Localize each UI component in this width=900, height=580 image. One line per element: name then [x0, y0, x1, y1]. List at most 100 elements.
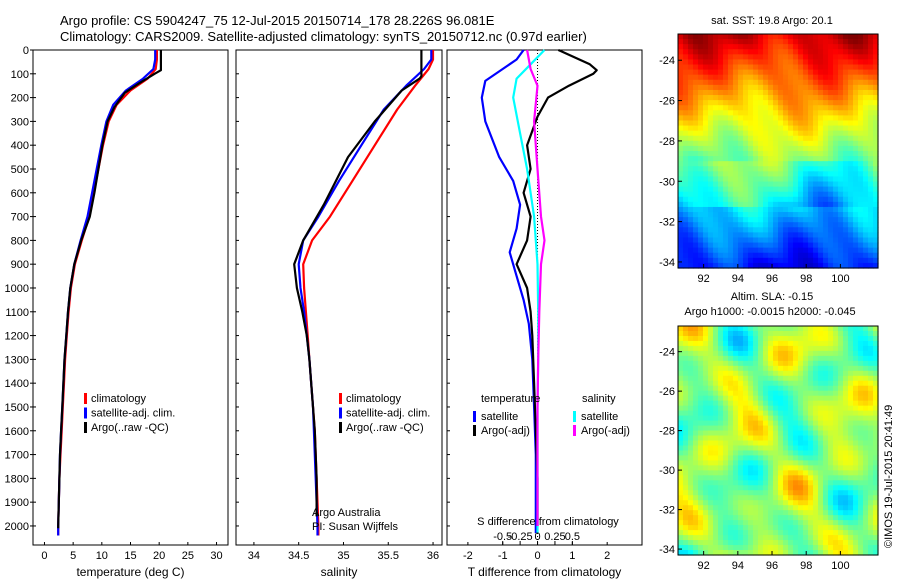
heatmap-cell — [683, 415, 689, 422]
heatmap-cell — [838, 44, 844, 50]
heatmap-cell — [688, 460, 694, 466]
heatmap-cell — [743, 545, 749, 551]
heatmap-cell — [728, 120, 734, 127]
heatmap-cell — [688, 125, 694, 132]
heatmap-cell — [688, 262, 694, 269]
heatmap-cell — [768, 520, 774, 526]
heatmap-cell — [803, 380, 809, 387]
heatmap-cell — [778, 380, 784, 387]
heatmap-cell — [768, 335, 774, 342]
heatmap-cell — [738, 485, 744, 491]
depth-tick-label: 100 — [11, 69, 29, 81]
heatmap-cell — [683, 550, 689, 556]
heatmap-cell — [858, 465, 864, 471]
heatmap-cell — [808, 84, 814, 91]
heatmap-cell — [763, 191, 769, 198]
heatmap-cell — [763, 330, 769, 337]
heatmap-cell — [728, 525, 734, 531]
heatmap-cell — [838, 525, 844, 531]
heatmap-cell — [693, 227, 699, 233]
heatmap-cell — [703, 485, 709, 491]
heatmap-cell — [758, 535, 764, 541]
heatmap-cell — [713, 525, 719, 531]
x-tick-label: 2 — [604, 550, 610, 562]
heatmap-cell — [703, 360, 709, 367]
heatmap-cell — [703, 105, 709, 111]
heatmap-cell — [683, 181, 689, 188]
heatmap-cell — [683, 365, 689, 372]
heatmap-cell — [698, 500, 704, 506]
heatmap-cell — [678, 340, 684, 347]
heatmap-cell — [758, 365, 764, 372]
heatmap-cell — [693, 395, 699, 402]
heatmap-cell — [743, 145, 749, 152]
heatmap-cell — [868, 64, 874, 71]
heatmap-cell — [733, 84, 739, 91]
heatmap-cell — [693, 530, 699, 536]
heatmap-cell — [793, 510, 799, 516]
heatmap-cell — [703, 89, 709, 96]
heatmap-cell — [678, 145, 684, 152]
heatmap-cell — [738, 355, 744, 362]
heatmap-cell — [833, 415, 839, 422]
heatmap-cell — [688, 130, 694, 137]
heatmap-cell — [678, 151, 684, 157]
heatmap-cell — [773, 375, 779, 382]
heatmap-cell — [743, 79, 749, 86]
heatmap-cell — [693, 430, 699, 437]
heatmap-cell — [753, 350, 759, 357]
heatmap-cell — [868, 370, 874, 377]
heatmap-cell — [708, 181, 714, 188]
heatmap-cell — [873, 470, 879, 476]
map-frame — [677, 325, 879, 556]
heatmap-cell — [808, 340, 814, 347]
heatmap-cell — [678, 490, 684, 496]
heatmap-cell — [858, 84, 864, 91]
heatmap-cell — [708, 49, 714, 55]
heatmap-cell — [768, 156, 774, 162]
heatmap-cell — [793, 145, 799, 152]
heatmap-cell — [793, 525, 799, 531]
heatmap-cell — [683, 450, 689, 457]
heatmap-cell — [688, 360, 694, 367]
heatmap-cell — [693, 410, 699, 417]
heatmap-cell — [768, 237, 774, 244]
heatmap-cell — [683, 540, 689, 546]
heatmap-cell — [688, 455, 694, 462]
heatmap-cell — [753, 130, 759, 137]
heatmap-cell — [698, 540, 704, 546]
heatmap-cell — [768, 450, 774, 457]
heatmap-cell — [728, 257, 734, 264]
heatmap-cell — [678, 420, 684, 427]
heatmap-cell — [713, 64, 719, 71]
heatmap-cell — [768, 222, 774, 228]
heatmap-cell — [703, 227, 709, 233]
heatmap-cell — [748, 191, 754, 198]
heatmap-cell — [853, 125, 859, 132]
heatmap-cell — [688, 540, 694, 546]
heatmap-cell — [753, 460, 759, 466]
heatmap-cell — [873, 257, 879, 264]
heatmap-cell — [748, 430, 754, 437]
heatmap-cell — [698, 330, 704, 337]
x-tick-label: 36 — [427, 550, 439, 562]
heatmap-cell — [773, 480, 779, 486]
map-x-tick-label: 94 — [732, 560, 744, 572]
heatmap-cell — [688, 95, 694, 101]
heatmap-cell — [773, 410, 779, 417]
x-tick-label: 5 — [70, 550, 76, 562]
heatmap-cell — [853, 480, 859, 486]
heatmap-cell — [848, 84, 854, 91]
heatmap-cell — [838, 465, 844, 471]
heatmap-cell — [873, 345, 879, 352]
heatmap-cell — [833, 151, 839, 157]
heatmap-cell — [748, 176, 754, 183]
heatmap-cell — [768, 500, 774, 506]
heatmap-cell — [758, 232, 764, 239]
heatmap-cell — [753, 550, 759, 556]
heatmap-cell — [768, 242, 774, 249]
heatmap-cell — [833, 54, 839, 61]
heatmap-cell — [738, 34, 744, 40]
heatmap-cell — [803, 495, 809, 501]
heatmap-cell — [683, 95, 689, 101]
